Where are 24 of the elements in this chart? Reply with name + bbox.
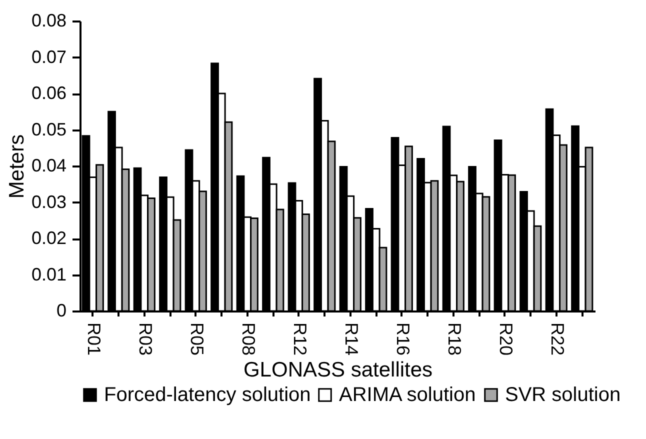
y-tick-label: 0.06 — [31, 83, 66, 103]
y-tick-label: 0.08 — [31, 10, 66, 30]
x-tick-label: R03 — [135, 322, 156, 356]
y-tick-label: 0.07 — [31, 46, 66, 67]
y-axis-title: Meters — [5, 134, 28, 199]
x-tick-label: R22 — [547, 322, 568, 356]
y-tick-label: 0.03 — [31, 192, 66, 212]
x-tick-label: R05 — [186, 322, 207, 356]
x-axis-title: GLONASS satellites — [243, 358, 433, 382]
x-tick-label: R08 — [238, 322, 258, 356]
x-tick-label: R16 — [392, 322, 413, 356]
legend-label: SVR solution — [505, 384, 621, 406]
y-tick-label: 0.01 — [31, 264, 66, 284]
legend-label: ARIMA solution — [339, 384, 476, 406]
x-tick-label: R20 — [496, 322, 516, 356]
x-tick-label: R14 — [341, 322, 362, 356]
legend-label: Forced-latency solution — [104, 384, 311, 406]
y-tick-label: 0.04 — [31, 156, 66, 176]
y-tick-label: 0 — [56, 300, 66, 320]
y-tick-label: 0.05 — [31, 119, 66, 140]
x-tick-label: R01 — [84, 322, 104, 356]
x-tick-label: R18 — [444, 322, 464, 356]
y-tick-label: 0.02 — [31, 228, 66, 248]
x-tick-label: R12 — [290, 322, 310, 356]
